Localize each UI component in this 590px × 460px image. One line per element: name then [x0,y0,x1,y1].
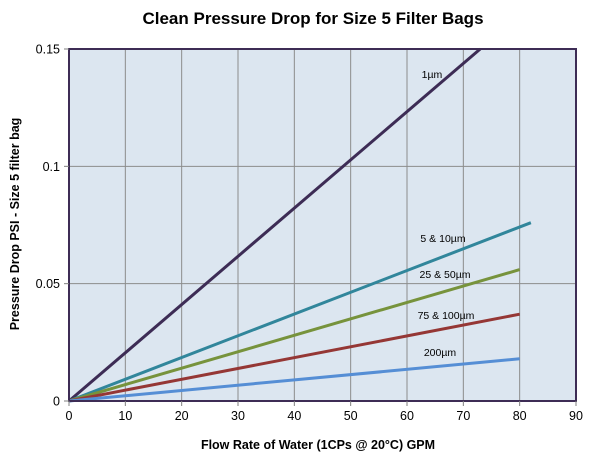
y-tick-label: 0.1 [43,160,60,174]
x-tick-label: 80 [513,409,527,423]
series-line [68,268,521,403]
series-line [68,312,520,403]
x-axis-title: Flow Rate of Water (1CPs @ 20°C) GPM [201,438,435,452]
series-line [68,47,482,403]
y-tick-label: 0.15 [36,43,60,57]
y-axis-title: Pressure Drop PSI - Size 5 filter bag [8,118,22,331]
series-lines [68,47,532,403]
x-tick-label: 30 [231,409,245,423]
x-tick-label: 50 [344,409,358,423]
x-tick-label: 40 [287,409,301,423]
x-tick-label: 90 [569,409,583,423]
tick-labels: 0 10 20 30 40 50 60 70 80 90 0 0.05 0.1 0.15 [36,43,583,424]
x-tick-label: 0 [66,409,73,423]
series-labels: 1µm 5 & 10µm 25 & 50µm 75 & 100µm 200µm [418,69,475,359]
x-tick-label: 70 [456,409,470,423]
x-tick-label: 20 [175,409,189,423]
series-label: 200µm [424,347,457,359]
series-label: 5 & 10µm [420,233,465,245]
x-tick-label: 10 [118,409,132,423]
series-label: 75 & 100µm [418,310,475,322]
series-line [68,357,520,403]
plot-area [69,49,576,401]
y-tick-label: 0.05 [36,277,60,291]
series-label: 1µm [422,69,443,81]
y-tick-label: 0 [53,395,60,409]
chart-title: Clean Pressure Drop for Size 5 Filter Ba… [142,9,483,28]
series-line [68,221,532,403]
plot-border [68,48,577,402]
x-tick-label: 60 [400,409,414,423]
series-label: 25 & 50µm [420,269,471,281]
